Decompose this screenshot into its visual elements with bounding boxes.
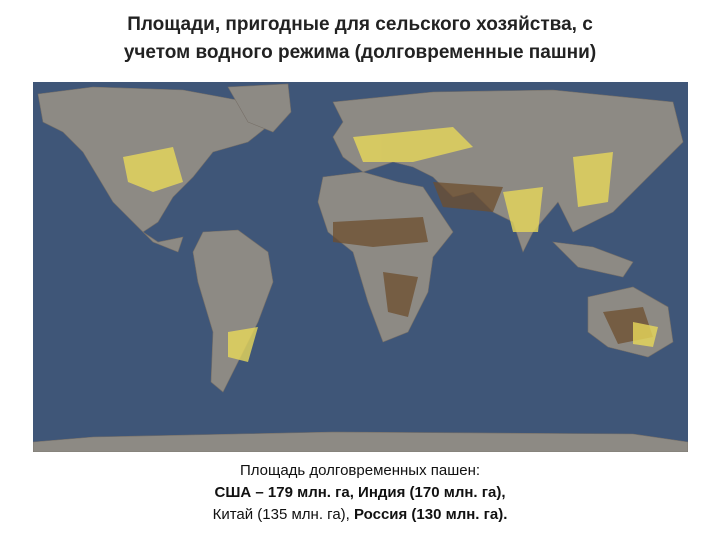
title-line: Площади, пригодные для сельского хозяйст… — [127, 14, 593, 35]
caption-line: Китай (135 млн. га), Россия (130 млн. га… — [0, 506, 720, 523]
caption-segment: Китай (135 млн. га), — [212, 506, 354, 523]
caption-line: США – 179 млн. га, Индия (170 млн. га), — [0, 484, 720, 501]
caption-heading: Площадь долговременных пашен: — [239, 462, 481, 479]
title-line: учетом водного режима (долговременные па… — [123, 42, 597, 63]
caption-segment: США – 179 млн. га, Индия (170 млн. га), — [214, 484, 506, 501]
world-map — [33, 82, 688, 452]
caption-segment: Россия (130 млн. га). — [354, 506, 508, 523]
